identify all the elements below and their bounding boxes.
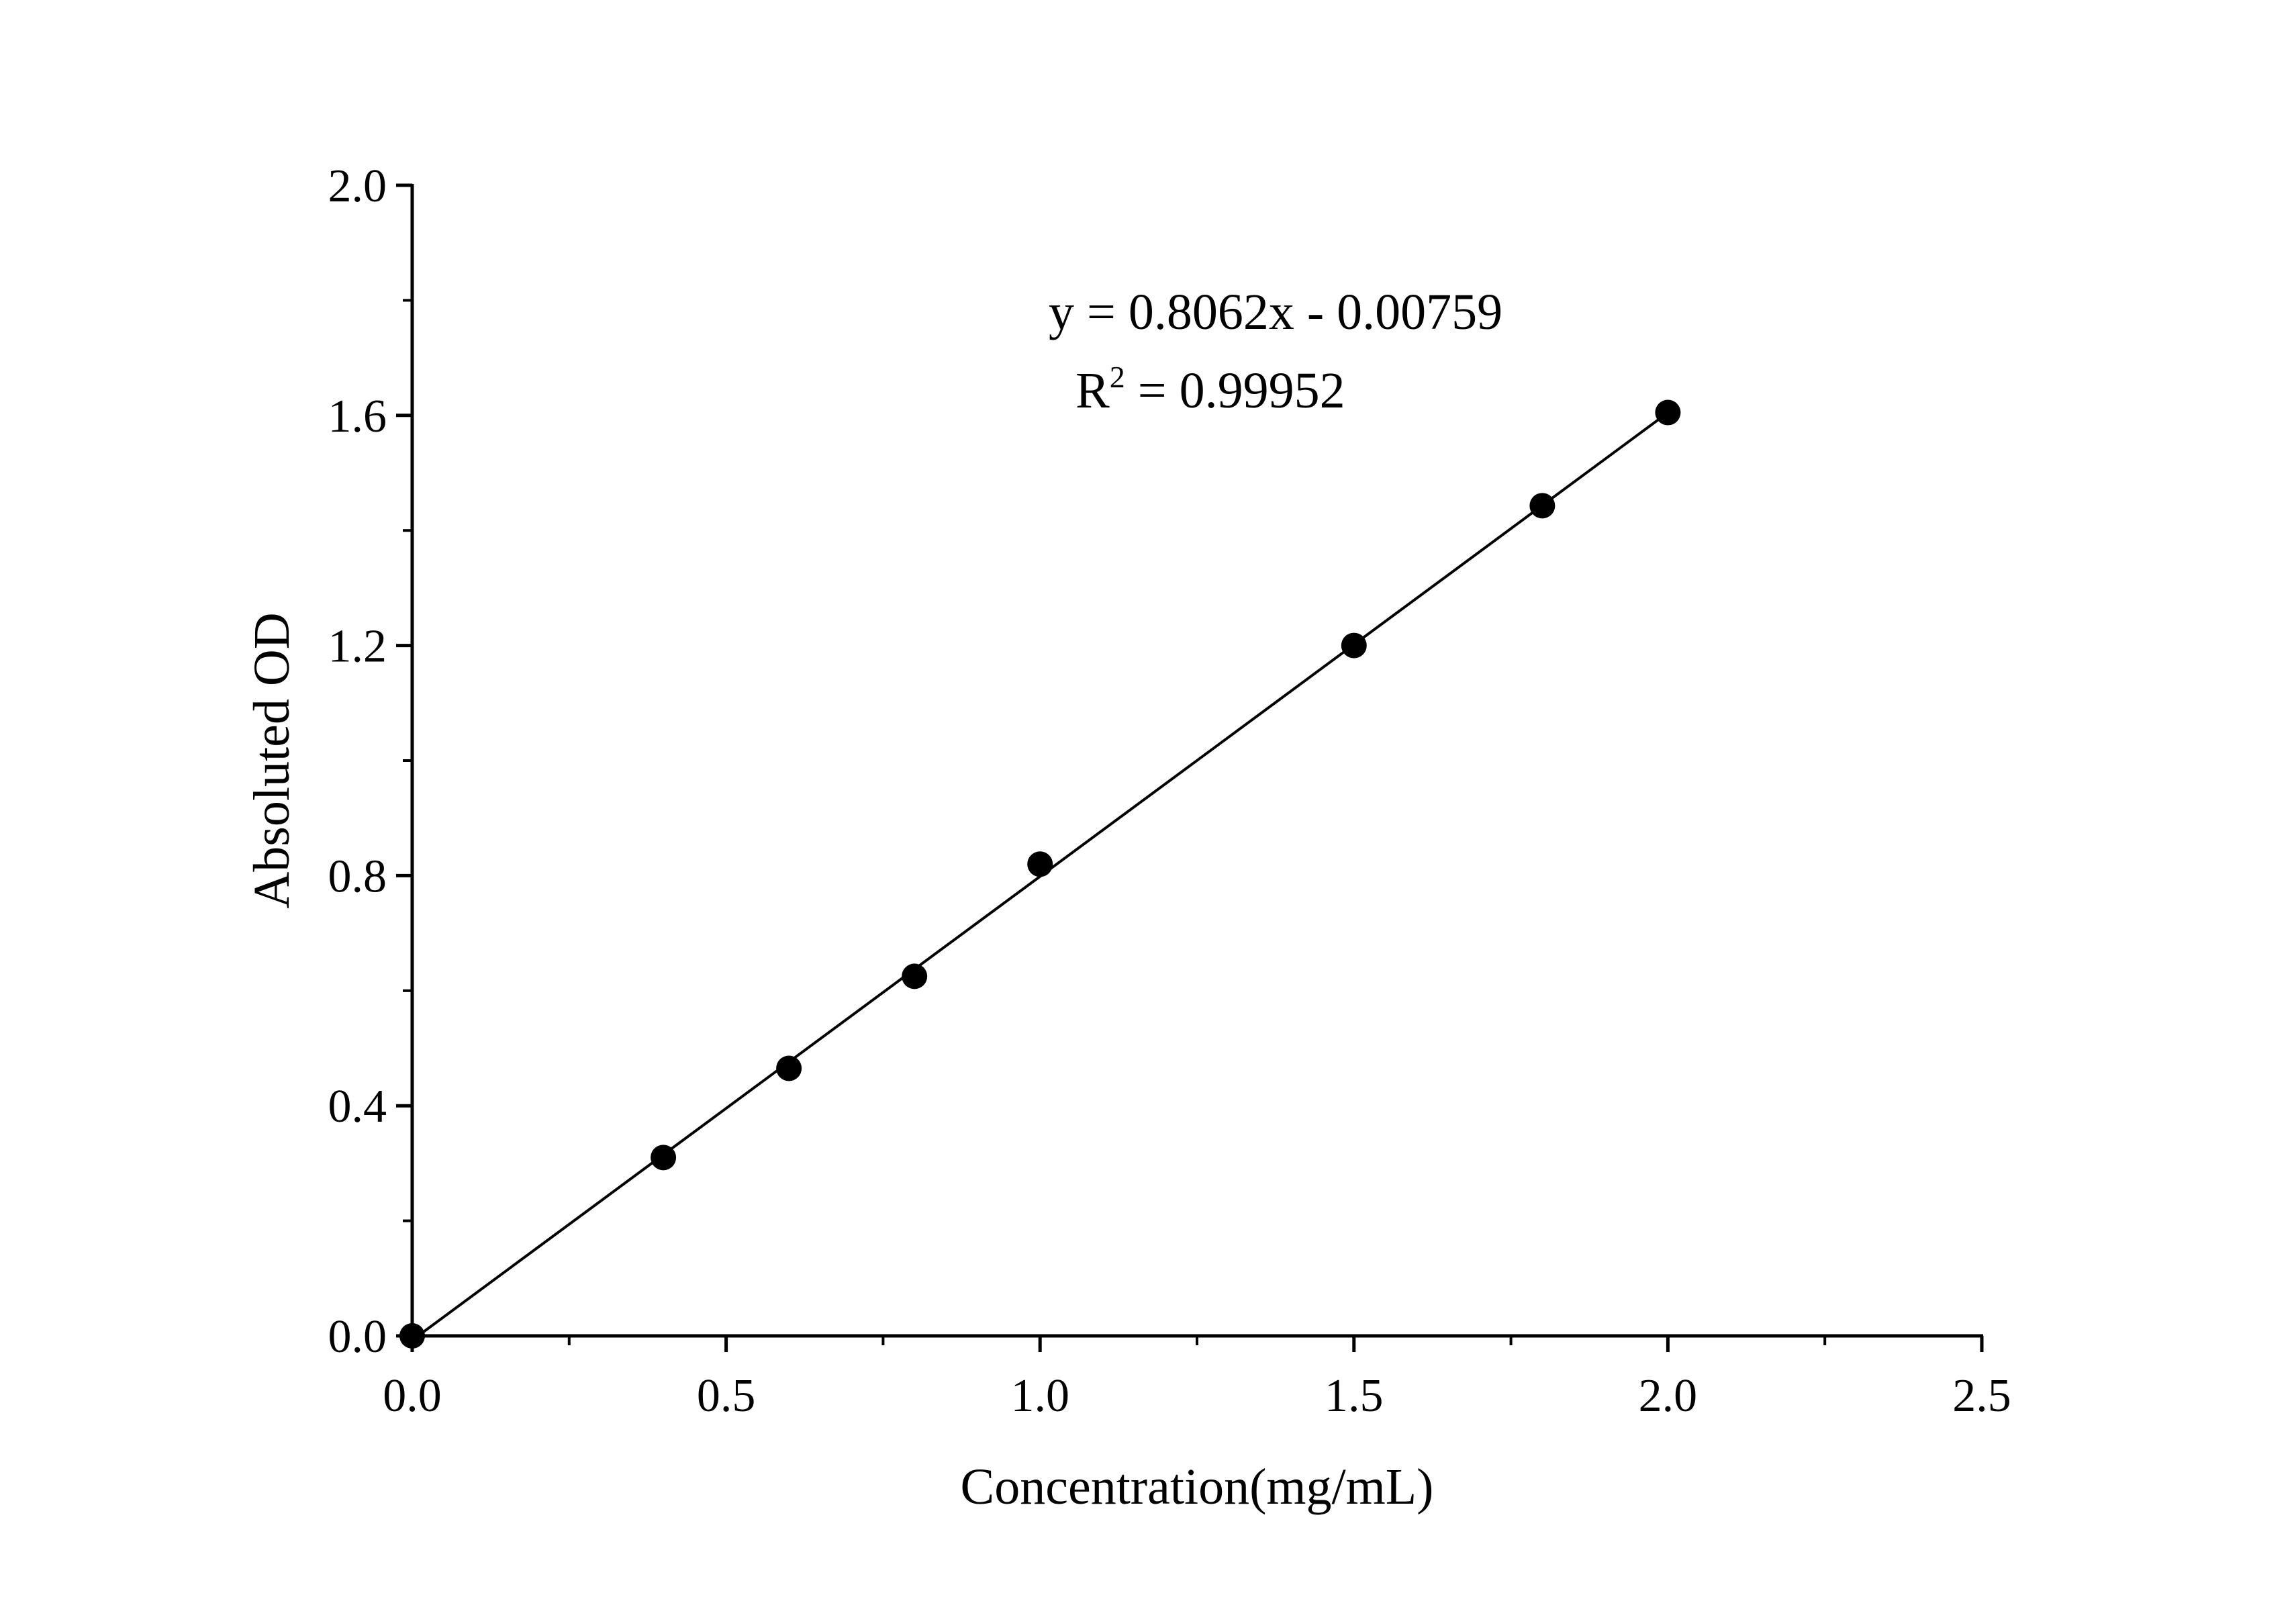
r2-value: = 0.99952	[1125, 362, 1345, 419]
data-point	[651, 1145, 677, 1171]
x-tick-label: 1.5	[1325, 1370, 1384, 1422]
data-point	[1027, 851, 1053, 877]
x-tick-label: 0.0	[383, 1370, 442, 1422]
data-point	[776, 1055, 802, 1081]
regression-equation: y = 0.8062x - 0.00759	[1049, 284, 1502, 340]
x-tick-label: 1.0	[1010, 1370, 1069, 1422]
x-tick-label: 2.5	[1952, 1370, 2011, 1422]
data-points	[399, 399, 1681, 1349]
x-tick-label: 2.0	[1639, 1370, 1698, 1422]
r2-prefix: R	[1075, 362, 1110, 419]
x-axis-title: Concentration(mg/mL)	[961, 1459, 1434, 1515]
data-point	[902, 963, 928, 989]
y-axis-title: Absoluted OD	[244, 612, 300, 908]
y-tick-label: 1.6	[328, 391, 387, 442]
tick-labels: 0.0 0.5 1.0 1.5 2.0 2.5 0.0 0.4 0.8 1.2 1.6 2.0	[328, 160, 2011, 1422]
data-point	[1655, 399, 1681, 426]
y-tick-label: 2.0	[328, 160, 387, 212]
data-point	[399, 1323, 425, 1349]
y-tick-label: 0.4	[328, 1081, 387, 1132]
data-point	[1341, 632, 1367, 659]
y-tick-label: 0.0	[328, 1311, 387, 1363]
y-tick-label: 0.8	[328, 851, 387, 902]
y-tick-label: 1.2	[328, 621, 387, 673]
r-squared-annotation: R2 = 0.99952	[1075, 360, 1345, 419]
data-point	[1529, 493, 1556, 519]
r2-superscript: 2	[1110, 360, 1125, 394]
x-tick-label: 0.5	[697, 1370, 756, 1422]
